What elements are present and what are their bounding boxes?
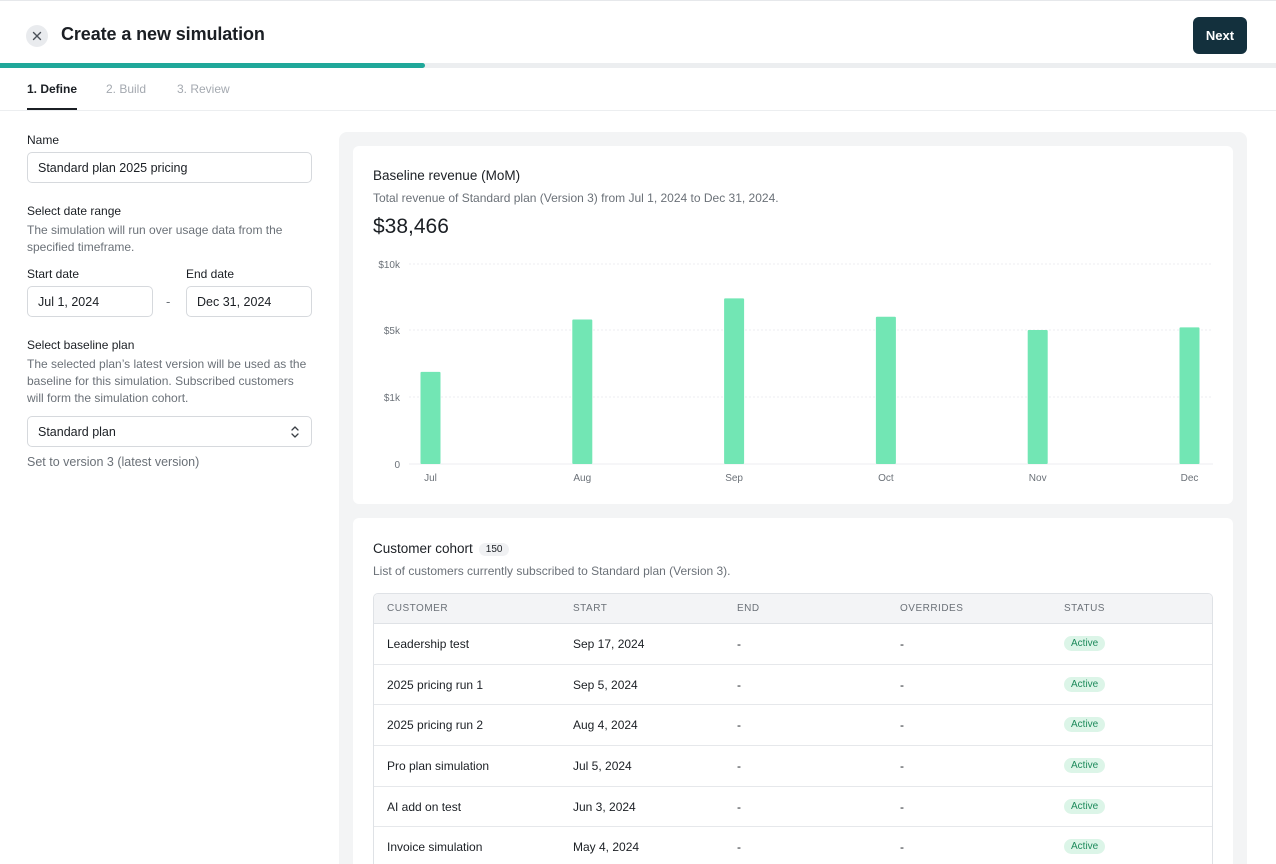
cell-end: - bbox=[737, 799, 741, 814]
cell-overrides: - bbox=[900, 799, 904, 814]
table-row[interactable]: 2025 pricing run 2 Aug 4, 2024 - - Active bbox=[374, 705, 1212, 747]
bar-nov[interactable] bbox=[1027, 330, 1048, 464]
table-body: Leadership test Sep 17, 2024- - Active 2025 … bbox=[374, 624, 1212, 864]
start-date-input[interactable]: Jul 1, 2024 bbox=[27, 286, 153, 317]
cell-customer: AI add on test bbox=[387, 799, 462, 814]
baseline-plan-select[interactable]: Standard plan bbox=[27, 416, 312, 447]
cell-end: - bbox=[737, 677, 741, 692]
revenue-subtitle: Total revenue of Standard plan (Version … bbox=[373, 191, 779, 205]
cell-end: - bbox=[737, 637, 741, 651]
cohort-count-badge: 150 bbox=[478, 543, 510, 556]
cell-customer: Leadership test bbox=[387, 637, 470, 651]
cell-overrides: - bbox=[900, 677, 904, 692]
x-tick-label: Nov bbox=[1029, 473, 1047, 484]
cell-overrides: - bbox=[900, 840, 904, 855]
cell-start: Sep 17, 2024 bbox=[573, 637, 645, 651]
bar-oct[interactable] bbox=[875, 316, 896, 464]
date-range-help: The simulation will run over usage data … bbox=[27, 223, 283, 254]
cell-start: Jun 3, 2024 bbox=[573, 799, 636, 814]
column-header-status[interactable]: STATUS bbox=[1064, 603, 1105, 614]
y-tick-label: $10k bbox=[378, 260, 401, 271]
y-tick-label: $1k bbox=[384, 393, 401, 404]
cell-start: May 4, 2024 bbox=[573, 840, 640, 855]
y-tick-label: $5k bbox=[384, 326, 401, 337]
header: Create a new simulation Next bbox=[0, 0, 1276, 64]
cohort-title-text: Customer cohort bbox=[373, 541, 473, 556]
baseline-plan-value: Standard plan bbox=[38, 424, 116, 439]
bar-dec[interactable] bbox=[1179, 327, 1200, 464]
cell-start: Sep 5, 2024 bbox=[573, 677, 638, 692]
column-header-customer[interactable]: CUSTOMER bbox=[387, 603, 449, 614]
status-badge: Active bbox=[1064, 798, 1106, 814]
cell-customer: 2025 pricing run 1 bbox=[387, 677, 484, 692]
x-tick-label: Sep bbox=[725, 473, 743, 484]
tab-build[interactable]: 2. Build bbox=[106, 82, 147, 96]
x-tick-label: Dec bbox=[1181, 473, 1199, 484]
revenue-total: $38,466 bbox=[373, 215, 449, 238]
cohort-title: Customer cohort 150 bbox=[373, 541, 510, 556]
column-header-start[interactable]: START bbox=[573, 603, 608, 614]
cell-customer: 2025 pricing run 2 bbox=[387, 718, 484, 733]
baseline-plan-label: Select baseline plan bbox=[27, 338, 135, 352]
column-header-end[interactable]: END bbox=[737, 603, 760, 614]
status-badge: Active bbox=[1064, 717, 1106, 733]
table-row[interactable]: 2025 pricing run 1 Sep 5, 2024 - - Active bbox=[374, 665, 1212, 706]
progress-fill bbox=[0, 63, 425, 68]
next-button[interactable]: Next bbox=[1193, 17, 1247, 54]
plan-version-note: Set to version 3 (latest version) bbox=[27, 455, 200, 469]
date-separator: - bbox=[166, 294, 171, 309]
status-badge: Active bbox=[1064, 758, 1106, 774]
table-row[interactable]: Invoice simulation May 4, 2024 - - Active bbox=[374, 827, 1212, 864]
cell-end: - bbox=[737, 840, 741, 855]
step-tabs: 1. Define 2. Build 3. Review bbox=[0, 68, 1276, 111]
close-button[interactable] bbox=[26, 25, 48, 47]
bar-aug[interactable] bbox=[572, 319, 593, 464]
table-header: CUSTOMER START END OVERRIDES STATUS bbox=[374, 594, 1212, 624]
revenue-card: Baseline revenue (MoM) Total revenue of … bbox=[353, 146, 1233, 504]
close-icon bbox=[32, 31, 42, 41]
table-row[interactable]: Leadership test Sep 17, 2024 - - Active bbox=[374, 624, 1212, 665]
start-date-label: Start date bbox=[27, 267, 80, 281]
page-title: Create a new simulation bbox=[61, 24, 265, 44]
status-badge: Active bbox=[1064, 676, 1106, 692]
chevron-updown-icon bbox=[291, 426, 299, 438]
cell-start: Jul 5, 2024 bbox=[573, 759, 632, 774]
date-range-label: Select date range bbox=[27, 204, 122, 218]
name-label: Name bbox=[27, 133, 60, 147]
cohort-table: CUSTOMER START END OVERRIDES STATUS Lead… bbox=[373, 593, 1213, 864]
x-tick-label: Oct bbox=[878, 473, 894, 484]
cell-end: - bbox=[737, 718, 741, 733]
x-tick-label: Aug bbox=[573, 473, 591, 484]
progress-bar bbox=[0, 63, 1276, 68]
cell-customer: Invoice simulation bbox=[387, 840, 483, 855]
cohort-subtitle: List of customers currently subscribed t… bbox=[373, 564, 731, 578]
tab-review[interactable]: 3. Review bbox=[177, 82, 230, 96]
revenue-title: Baseline revenue (MoM) bbox=[373, 168, 521, 183]
active-tab-indicator bbox=[27, 108, 77, 110]
status-badge: Active bbox=[1064, 839, 1106, 855]
tab-define[interactable]: 1. Define bbox=[27, 82, 78, 96]
cell-start: Aug 4, 2024 bbox=[573, 718, 638, 733]
bar-jul[interactable] bbox=[420, 371, 441, 464]
name-input[interactable]: Standard plan 2025 pricing bbox=[27, 152, 312, 183]
revenue-bar-chart: $10k $5k $1k 0 Jul Aug Sep Oct Nov Dec bbox=[378, 260, 1213, 484]
table-row[interactable]: Pro plan simulation Jul 5, 2024 - - Active bbox=[374, 746, 1212, 787]
x-tick-label: Jul bbox=[424, 473, 437, 484]
bar-sep[interactable] bbox=[724, 298, 745, 464]
end-date-label: End date bbox=[186, 267, 235, 281]
baseline-plan-help: The selected plan’s latest version will … bbox=[27, 357, 307, 405]
column-header-overrides[interactable]: OVERRIDES bbox=[900, 603, 964, 614]
cell-overrides: - bbox=[900, 759, 904, 774]
y-tick-label: 0 bbox=[394, 460, 400, 471]
status-badge: Active bbox=[1064, 636, 1106, 651]
table-row[interactable]: AI add on test Jun 3, 2024 - - Active bbox=[374, 787, 1212, 828]
end-date-input[interactable]: Dec 31, 2024 bbox=[186, 286, 312, 317]
cell-overrides: - bbox=[900, 637, 904, 651]
cell-customer: Pro plan simulation bbox=[387, 759, 490, 774]
cell-overrides: - bbox=[900, 718, 904, 733]
cell-end: - bbox=[737, 759, 741, 774]
